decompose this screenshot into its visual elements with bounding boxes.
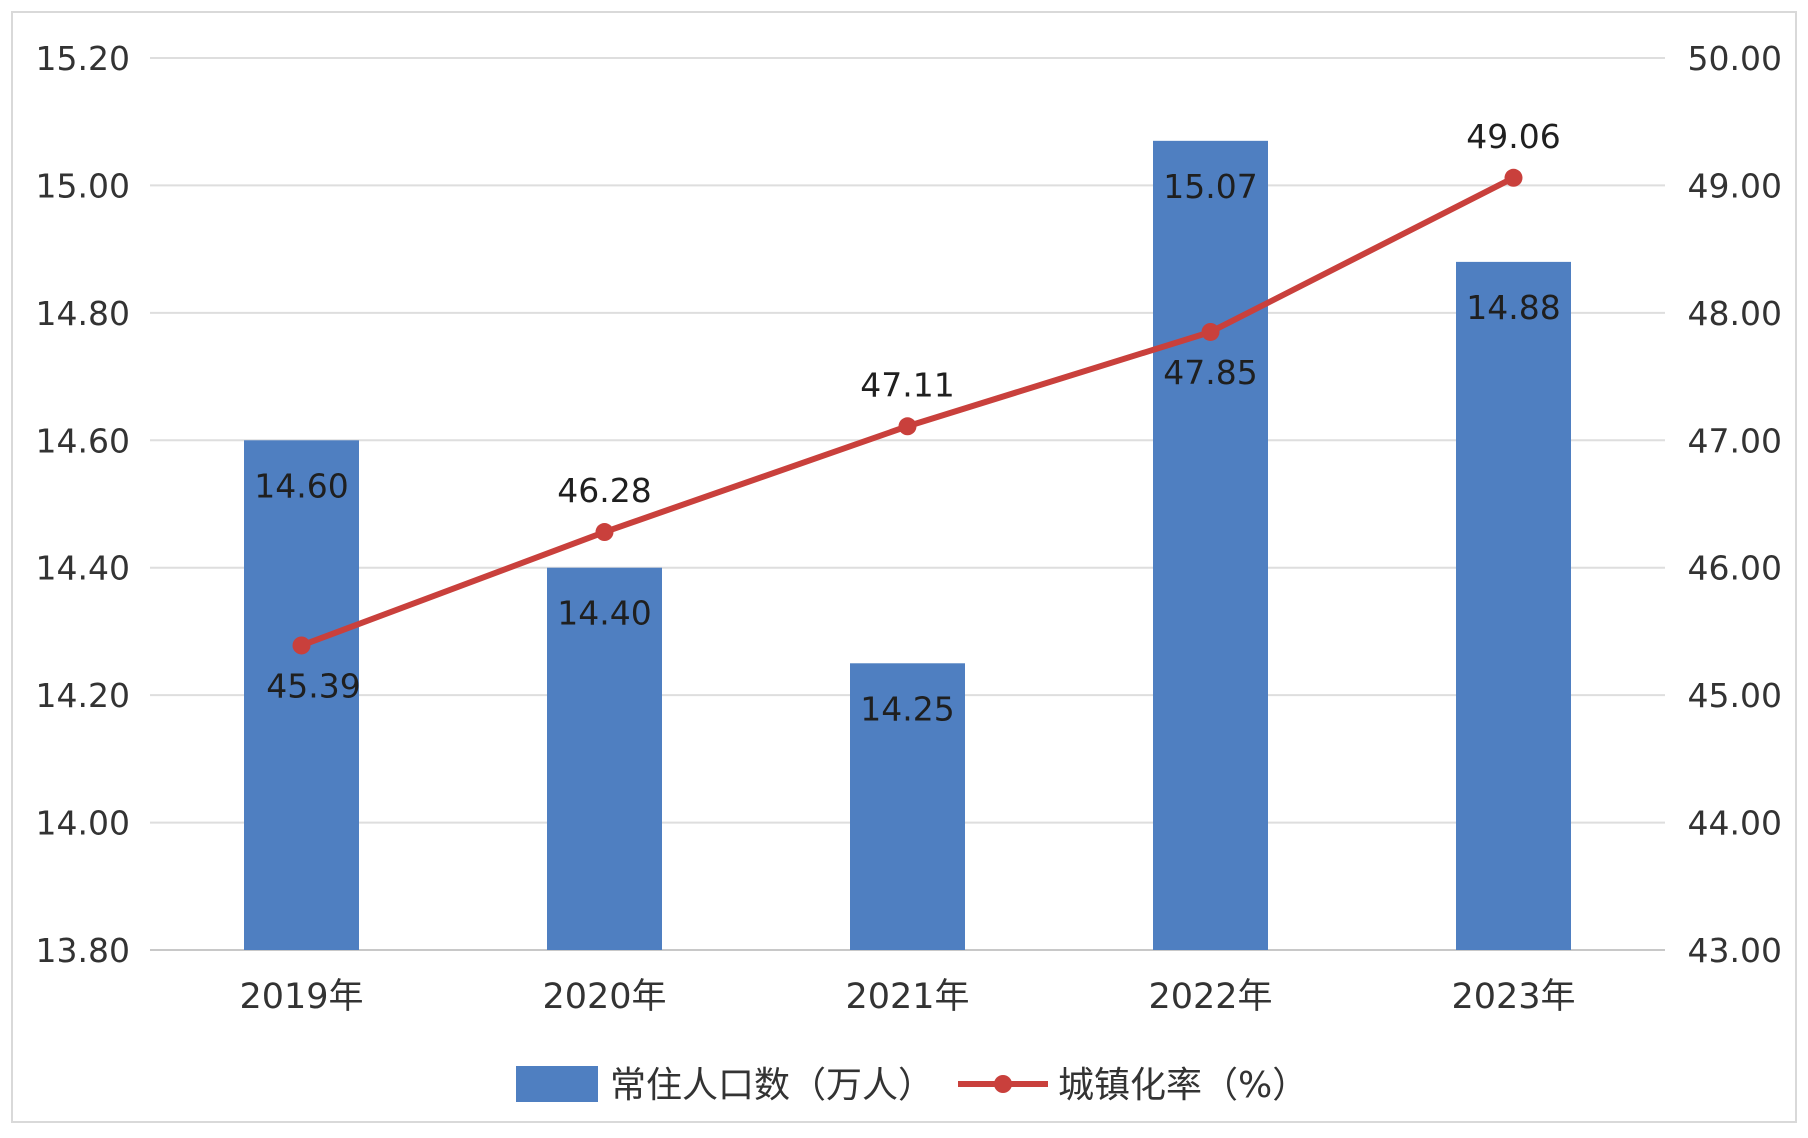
- x-tick-label: 2022年: [1148, 977, 1272, 1017]
- y-right-tick-label: 50.00: [1688, 39, 1782, 78]
- x-tick-label: 2023年: [1451, 977, 1575, 1017]
- bar-data-label: 14.60: [254, 466, 348, 505]
- axis-layer: 13.80 14.00 14.20 14.40 14.60 14.80 15.00 15.20…: [36, 39, 1782, 1017]
- y-right-tick-label: 47.00: [1688, 421, 1782, 460]
- y-left-tick-label: 15.20: [36, 39, 130, 78]
- legend-bar-label: 常住人口数（万人）: [610, 1065, 934, 1106]
- bar-data-label: 15.07: [1163, 167, 1257, 206]
- bar-data-label: 14.25: [860, 689, 954, 728]
- legend-bar-swatch: [516, 1066, 598, 1102]
- bar: [850, 663, 965, 950]
- bar: [244, 440, 359, 950]
- line-data-label: 46.28: [557, 471, 651, 510]
- y-left-tick-label: 14.80: [36, 294, 130, 333]
- x-tick-label: 2020年: [542, 977, 666, 1017]
- y-left-tick-label: 15.00: [36, 166, 130, 205]
- grid-layer: [150, 57, 1665, 951]
- line-point: [595, 523, 614, 542]
- bar-layer: [244, 140, 1571, 951]
- line-data-label: 49.06: [1466, 117, 1560, 156]
- line-layer: [292, 168, 1523, 655]
- y-right-tick-label: 43.00: [1688, 931, 1782, 970]
- x-tick-label: 2019年: [239, 977, 363, 1017]
- y-left-tick-label: 14.60: [36, 421, 130, 460]
- bar-data-label: 14.40: [557, 594, 651, 633]
- line-point: [292, 636, 311, 655]
- line-point: [898, 417, 917, 436]
- y-right-tick-label: 46.00: [1688, 549, 1782, 588]
- y-right-tick-label: 45.00: [1688, 676, 1782, 715]
- y-left-tick-label: 13.80: [36, 931, 130, 970]
- line-data-label: 47.85: [1163, 353, 1257, 392]
- line-point: [1504, 168, 1523, 187]
- line-data-label: 47.11: [860, 365, 954, 404]
- y-left-tick-label: 14.40: [36, 549, 130, 588]
- line-data-label: 45.39: [266, 666, 360, 705]
- x-tick-label: 2021年: [845, 977, 969, 1017]
- legend-line-label: 城镇化率（%）: [1058, 1065, 1308, 1106]
- y-right-tick-label: 48.00: [1688, 294, 1782, 333]
- bar: [1153, 140, 1268, 951]
- bar: [1456, 261, 1571, 950]
- y-left-tick-label: 14.20: [36, 676, 130, 715]
- y-right-tick-label: 49.00: [1688, 166, 1782, 205]
- legend: 常住人口数（万人） 城镇化率（%）: [516, 1065, 1308, 1106]
- legend-line-marker: [994, 1075, 1012, 1093]
- y-right-tick-label: 44.00: [1688, 804, 1782, 843]
- bar-data-label: 14.88: [1466, 288, 1560, 327]
- bar: [547, 567, 662, 950]
- label-layer: 14.60 14.40 14.25 15.07 14.88 45.39 46.28 47.11…: [254, 117, 1560, 729]
- line-point: [1201, 322, 1220, 341]
- y-left-tick-label: 14.00: [36, 804, 130, 843]
